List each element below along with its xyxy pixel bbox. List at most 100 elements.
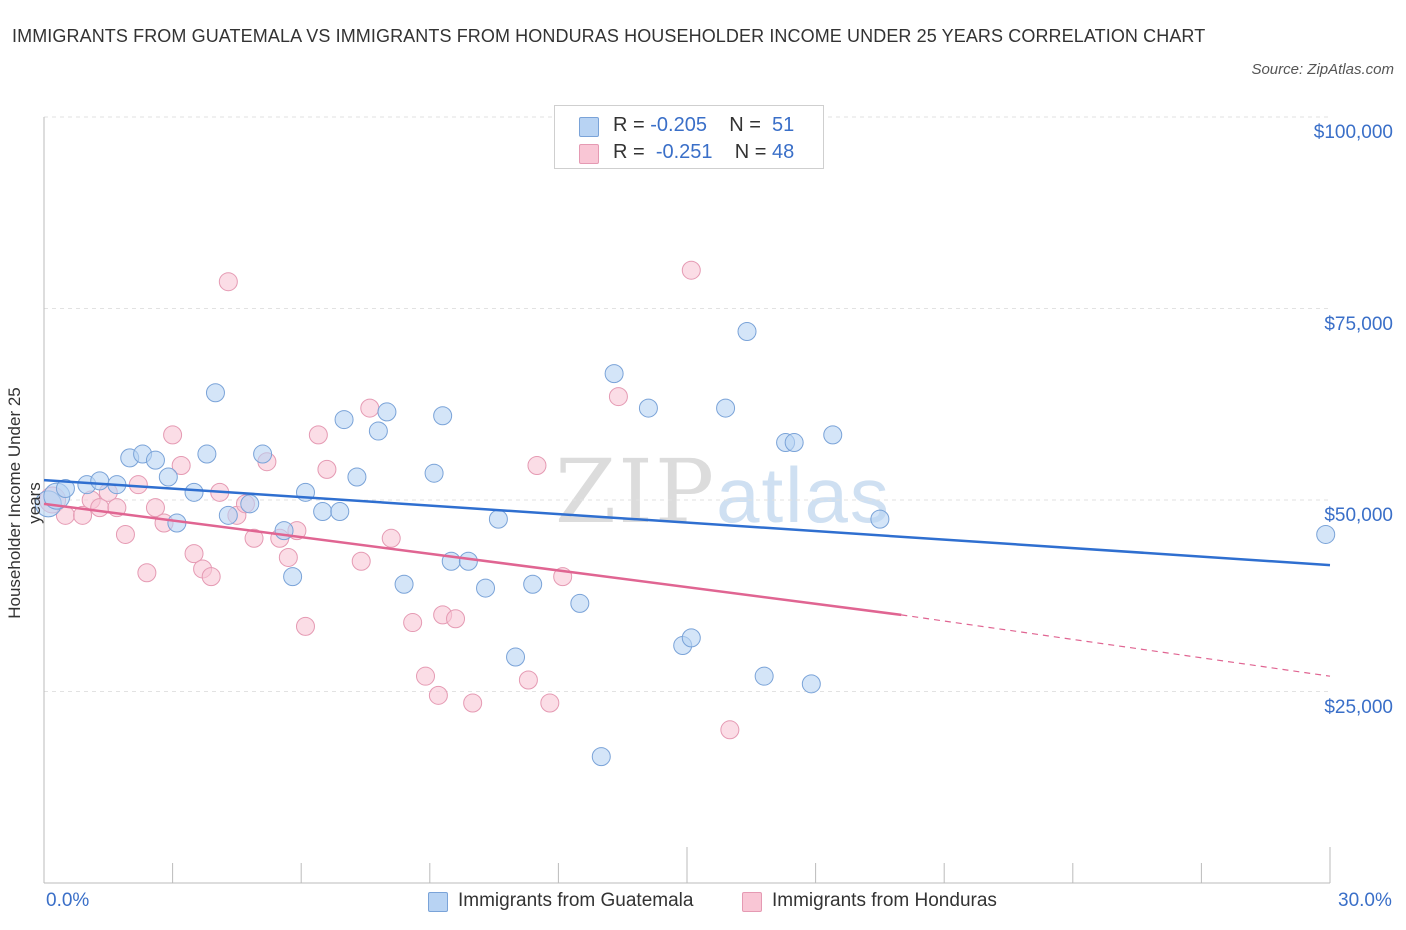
honduras-point	[416, 666, 436, 686]
n-value-honduras: 48	[772, 141, 795, 163]
guatemala-point	[716, 398, 736, 418]
guatemala-point	[158, 467, 178, 487]
honduras-point	[527, 456, 547, 476]
guatemala-point	[368, 421, 388, 441]
honduras-trend-line	[43, 502, 902, 617]
guatemala-point	[283, 567, 303, 587]
guatemala-point	[394, 574, 414, 594]
guatemala-point	[506, 647, 526, 667]
y-tick-75000: $75,000	[1324, 314, 1393, 335]
guatemala-point	[1316, 524, 1336, 544]
n-label: N =	[734, 141, 767, 163]
guatemala-trend-line	[43, 478, 1331, 567]
guatemala-point	[823, 425, 843, 445]
honduras-point	[351, 551, 371, 571]
guatemala-point	[334, 410, 354, 430]
watermark-zip: ZIP	[555, 440, 717, 543]
trend-layer	[43, 478, 1331, 677]
legend-label-guatemala: Immigrants from Guatemala	[458, 890, 694, 911]
guatemala-point	[377, 402, 397, 422]
guatemala-point	[90, 471, 110, 491]
honduras-point	[463, 693, 483, 713]
honduras-point	[540, 693, 560, 713]
y-tick-100000: $100,000	[1313, 122, 1393, 143]
honduras-point	[360, 398, 380, 418]
guatemala-point	[754, 666, 774, 686]
chart-title: IMMIGRANTS FROM GUATEMALA VS IMMIGRANTS …	[12, 26, 1206, 46]
honduras-point	[428, 685, 448, 705]
guatemala-point	[197, 444, 217, 464]
honduras-swatch	[579, 144, 599, 164]
guatemala-point	[638, 398, 658, 418]
guatemala-point	[784, 433, 804, 453]
grid-layer	[44, 116, 1330, 692]
guatemala-point	[458, 551, 478, 571]
guatemala-point	[347, 467, 367, 487]
guatemala-point	[476, 578, 496, 598]
y-axis-label: Householder Income Under 25 years	[5, 387, 44, 619]
guatemala-point	[313, 501, 333, 521]
guatemala-point	[218, 505, 238, 525]
r-value-honduras: -0.251	[655, 141, 713, 163]
honduras-point	[317, 459, 337, 479]
honduras-point	[201, 567, 221, 587]
x-tick-min: 0.0%	[46, 890, 90, 911]
guatemala-legend-swatch	[428, 892, 448, 912]
r-value-guatemala: -0.205	[650, 114, 707, 136]
honduras-point	[295, 616, 315, 636]
guatemala-points	[34, 321, 1336, 767]
guatemala-point	[184, 482, 204, 502]
honduras-point	[73, 505, 93, 525]
guatemala-point	[523, 574, 543, 594]
guatemala-point	[737, 321, 757, 341]
honduras-point	[163, 425, 183, 445]
r-label: R =	[613, 141, 645, 163]
guatemala-swatch	[579, 117, 599, 137]
honduras-point	[381, 528, 401, 548]
guatemala-point	[681, 628, 701, 648]
honduras-point	[681, 260, 701, 280]
guatemala-point	[240, 494, 260, 514]
y-tick-50000: $50,000	[1324, 505, 1393, 526]
series-legend: Immigrants from Guatemala Immigrants fro…	[0, 890, 1406, 914]
guatemala-point	[55, 479, 75, 499]
legend-label-honduras: Immigrants from Honduras	[772, 890, 997, 911]
r-label: R =	[613, 114, 645, 136]
guatemala-point	[870, 509, 890, 529]
honduras-legend-swatch	[742, 892, 762, 912]
watermark-atlas: atlas	[716, 451, 891, 539]
honduras-point	[720, 720, 740, 740]
y-tick-25000: $25,000	[1324, 697, 1393, 718]
n-value-guatemala: 51	[772, 114, 795, 136]
honduras-point	[608, 387, 628, 407]
source-label: Source: ZipAtlas.com	[1251, 61, 1394, 78]
honduras-point	[171, 456, 191, 476]
honduras-point	[308, 425, 328, 445]
honduras-point	[184, 544, 204, 564]
guatemala-point	[253, 444, 273, 464]
honduras-point	[446, 609, 466, 629]
honduras-point	[278, 547, 298, 567]
guatemala-point	[570, 593, 590, 613]
stats-legend: R = -0.205 N = 51 R = -0.251 N = 48	[554, 105, 824, 169]
honduras-point	[518, 670, 538, 690]
guatemala-point	[488, 509, 508, 529]
zipatlas-watermark: ZIPatlas	[555, 440, 891, 543]
guatemala-point	[330, 501, 350, 521]
guatemala-point	[205, 383, 225, 403]
honduras-point	[403, 613, 423, 633]
honduras-point	[218, 272, 238, 292]
honduras-point	[115, 524, 135, 544]
honduras-point	[145, 498, 165, 518]
honduras-point	[137, 563, 157, 583]
x-tick-max: 30.0%	[1338, 890, 1392, 911]
honduras-trend-extension	[901, 614, 1331, 677]
guatemala-point	[801, 674, 821, 694]
guatemala-point	[424, 463, 444, 483]
guatemala-point	[433, 406, 453, 426]
honduras-point	[244, 528, 264, 548]
guatemala-point	[591, 747, 611, 767]
guatemala-point	[145, 450, 165, 470]
guatemala-point	[604, 364, 624, 384]
